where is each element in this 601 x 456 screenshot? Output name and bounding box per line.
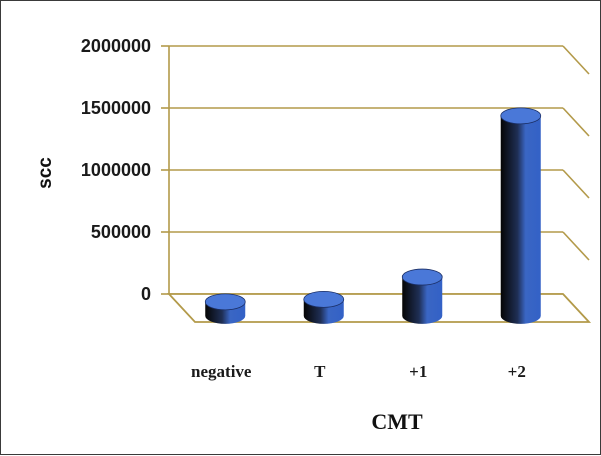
bar-top [500, 107, 542, 125]
bar-top [303, 290, 345, 308]
x-axis-title: CMT [371, 409, 423, 434]
y-tick-labels: 0 500000 1000000 1500000 2000000 [81, 36, 151, 304]
y-tick-label: 2000000 [81, 36, 151, 56]
x-category-label: negative [191, 362, 252, 381]
y-tick-label: 0 [141, 284, 151, 304]
y-tick-label: 1500000 [81, 98, 151, 118]
x-category-label: +1 [409, 362, 427, 381]
bar-body [402, 277, 443, 324]
bar-body [500, 115, 541, 324]
bar [500, 107, 542, 324]
gridline-side [562, 107, 590, 137]
gridline-side [562, 169, 590, 199]
bar [303, 290, 345, 324]
gridline-side [562, 45, 590, 75]
gridlines [161, 45, 590, 323]
x-category-label: +2 [508, 362, 526, 381]
bar-top [204, 293, 246, 311]
gridline-side [562, 231, 590, 261]
x-category-labels: negative T +1 +2 [191, 362, 526, 381]
y-tick-label: 500000 [91, 222, 151, 242]
bar [401, 268, 443, 324]
y-tick-label: 1000000 [81, 160, 151, 180]
bar-top [401, 268, 443, 286]
y-axis-title: scc [35, 157, 56, 189]
x-category-label: T [314, 362, 326, 381]
bar [204, 293, 246, 324]
bars [204, 107, 542, 324]
